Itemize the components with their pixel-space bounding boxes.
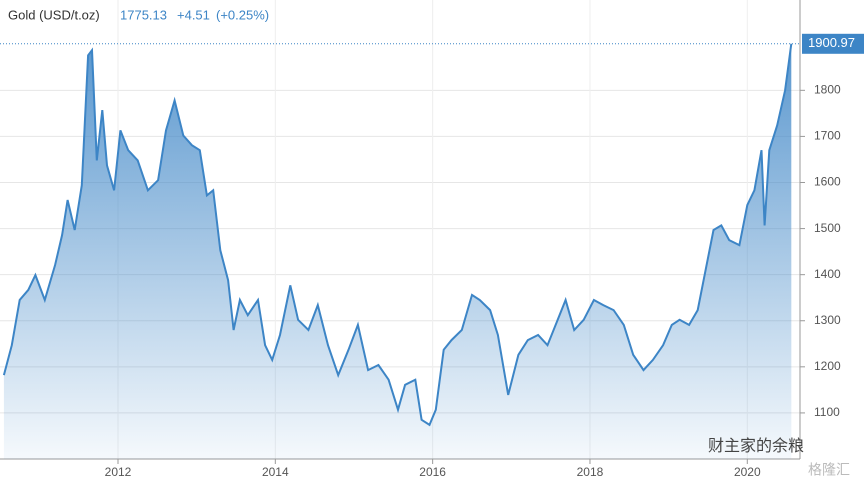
x-tick-label: 2018 [577,465,604,479]
x-tick-label: 2016 [419,465,446,479]
line [2,43,793,427]
change: +4.51 [177,7,210,22]
y-tick-label: 1800 [814,82,841,96]
y-tick-label: 1300 [814,313,841,327]
y-tick-label: 1700 [814,129,841,143]
price: 1775.13 [120,7,167,22]
watermark: 财主家的余粮 [708,436,804,455]
x-tick-label: 2020 [734,465,761,479]
y-tick-label: 1600 [814,175,841,189]
watermark-logo: 格隆汇 [808,462,850,478]
change-pct: (+0.25%) [216,7,269,22]
y-tick-label: 1100 [814,405,840,419]
x-tick-label: 2014 [262,465,289,479]
area [3,43,792,460]
last-price-label: 1900.97 [808,35,855,50]
y-tick-label: 1500 [814,221,841,235]
chart-title: Gold (USD/t.oz) [8,7,100,22]
y-tick-label: 1400 [814,267,841,281]
y-tick-label: 1200 [814,359,841,373]
last-price-box [802,33,864,54]
x-tick-label: 2012 [105,465,132,479]
